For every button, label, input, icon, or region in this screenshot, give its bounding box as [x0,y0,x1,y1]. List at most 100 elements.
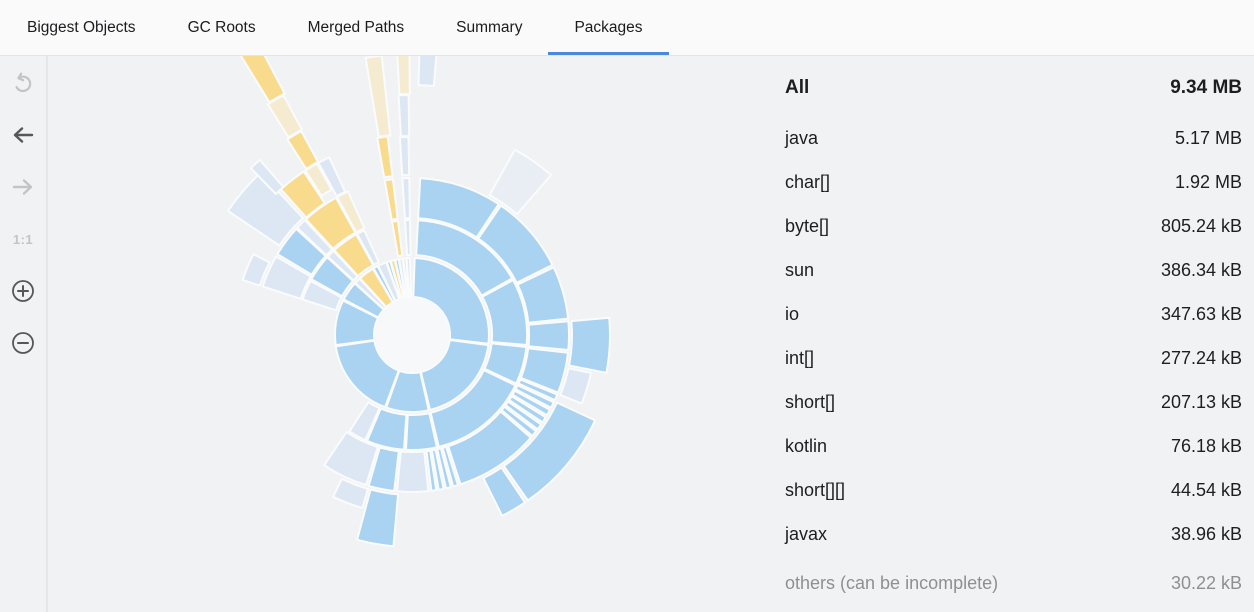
sunburst-segment[interactable] [436,447,452,490]
package-row[interactable]: All 9.34 MB [785,66,1242,110]
package-row[interactable]: short[][] 44.54 kB [785,468,1242,512]
sunburst-segment[interactable] [396,56,411,96]
sunburst-segment[interactable] [286,130,319,170]
package-row[interactable]: io 347.63 kB [785,292,1242,336]
sunburst-segment[interactable] [482,466,526,517]
sunburst-segment[interactable] [304,196,357,250]
sunburst-segment[interactable] [514,384,555,409]
sunburst-segment[interactable] [237,56,286,104]
sunburst-segment[interactable] [397,94,411,138]
sunburst-segment[interactable] [348,401,381,442]
package-row[interactable]: char[] 1.92 MB [785,160,1242,204]
sunburst-segment[interactable] [376,135,394,179]
sunburst-segment[interactable] [383,178,399,221]
sunburst-segment[interactable] [279,170,326,219]
sunburst-segment[interactable] [500,405,538,437]
sunburst-segment[interactable] [516,266,570,324]
package-row[interactable]: kotlin 76.18 kB [785,424,1242,468]
tab-bar: Biggest Objects GC Roots Merged Paths Su… [0,0,1254,56]
package-size: 207.13 kB [1160,391,1242,412]
sunburst-segment[interactable] [412,257,490,345]
sunburst-segment[interactable] [401,177,411,220]
sunburst-segment[interactable] [266,94,303,139]
tab-summary[interactable]: Summary [456,18,523,36]
sunburst-segment[interactable] [336,190,366,234]
sunburst-segment[interactable] [527,320,571,351]
actual-size-button[interactable]: 1:1 [12,231,34,247]
sunburst-segment[interactable] [483,342,528,385]
sunburst-segment[interactable] [398,136,411,177]
sunburst-segment[interactable] [261,255,312,300]
package-row[interactable]: int[] 277.24 kB [785,336,1242,380]
sunburst-segment[interactable] [334,299,379,347]
sunburst-segment[interactable] [396,450,430,493]
sunburst-segment[interactable] [517,378,559,402]
sunburst-segment[interactable] [417,56,438,87]
package-name: byte[] [785,215,830,236]
sunburst-segment[interactable] [415,219,514,297]
package-size: 44.54 kB [1170,479,1242,500]
sunburst-segment[interactable] [481,279,529,346]
back-arrow-icon[interactable] [9,121,37,149]
package-row[interactable]: sun 386.34 kB [785,248,1242,292]
tab-packages[interactable]: Packages [548,0,669,55]
sunburst-segment[interactable] [425,449,438,492]
package-row: others (can be incomplete) 30.22 kB [785,561,1242,605]
sunburst-segment[interactable] [419,339,490,411]
sunburst-segment[interactable] [559,367,592,405]
package-row[interactable]: javax 38.96 kB [785,512,1242,556]
package-size: 9.34 MB [1170,77,1242,98]
tab-biggest-objects[interactable]: Biggest Objects [27,18,136,36]
package-size: 347.63 kB [1160,303,1242,324]
package-name: others (can be incomplete) [785,572,999,593]
sunburst-segment[interactable] [391,219,404,258]
package-name: short[][] [785,479,846,500]
sunburst-segment[interactable] [447,410,532,486]
sunburst-segment[interactable] [366,407,408,451]
sunburst-segment[interactable] [488,148,553,216]
sunburst-segment[interactable] [405,412,438,451]
sunburst-segment[interactable] [502,401,597,502]
sunburst-segment[interactable] [296,219,334,257]
chart-area [48,56,762,612]
sunburst-segment[interactable] [356,488,400,548]
zoom-in-icon[interactable] [9,277,37,305]
packages-sunburst-chart[interactable] [48,56,762,612]
sunburst-segment[interactable] [334,339,400,409]
sunburst-segment[interactable] [227,171,304,247]
package-row[interactable]: java 5.17 MB [785,116,1242,160]
packages-list: All 9.34 MB java 5.17 MB char[] 1.92 MB byte[]… [785,66,1242,605]
sunburst-segment[interactable] [385,369,430,413]
sunburst-segment[interactable] [276,227,327,276]
sunburst-segment[interactable] [429,369,517,448]
sunburst-segment[interactable] [477,204,554,284]
sunburst-segment[interactable] [568,316,611,374]
sunburst-segment[interactable] [332,477,369,509]
sunburst-segment[interactable] [405,257,412,299]
sunburst-segment[interactable] [301,280,343,312]
sunburst-segment[interactable] [367,446,400,492]
zoom-out-icon[interactable] [9,329,37,357]
sunburst-segment[interactable] [364,56,392,138]
sunburst-segment[interactable] [519,347,569,394]
sunburst-segment[interactable] [504,400,543,431]
sunburst-segment[interactable] [508,395,547,424]
package-row[interactable]: byte[] 805.24 kB [785,204,1242,248]
sunburst-segment[interactable] [417,177,500,239]
tab-gc-roots[interactable]: GC Roots [187,18,256,36]
tab-merged-paths[interactable]: Merged Paths [307,18,405,36]
forward-arrow-icon[interactable] [9,173,37,201]
sunburst-segment[interactable] [441,445,459,488]
chart-toolbar: 1:1 [0,56,48,612]
sunburst-segment[interactable] [356,229,380,266]
sunburst-segment[interactable] [404,219,412,257]
sunburst-segment[interactable] [323,431,379,487]
package-name: io [785,303,800,324]
sunburst-segment[interactable] [430,448,445,491]
reset-view-icon[interactable] [9,70,37,98]
sunburst-segment[interactable] [511,389,551,417]
sunburst-segment[interactable] [317,156,347,198]
sunburst-segment[interactable] [241,253,271,287]
package-row[interactable]: short[] 207.13 kB [785,380,1242,424]
